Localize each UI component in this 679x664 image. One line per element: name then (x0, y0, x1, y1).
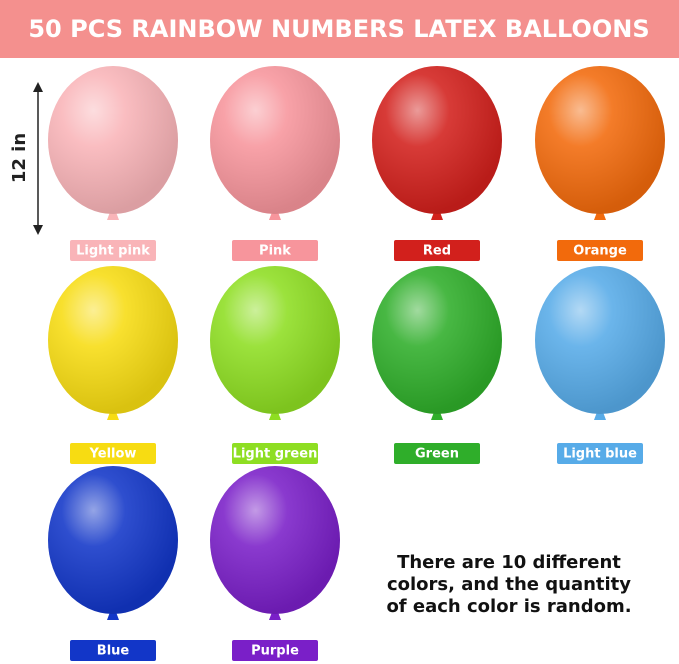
balloon (210, 266, 340, 420)
balloon-shine (210, 266, 340, 414)
balloon-knot (594, 412, 606, 420)
balloon (48, 466, 178, 620)
label-box (394, 443, 480, 464)
balloon-shine (210, 66, 340, 214)
size-label: 12 in (9, 133, 30, 183)
balloon-knot (594, 212, 606, 220)
balloon (210, 466, 340, 620)
balloon-label: Light green (233, 447, 318, 462)
label-box (70, 640, 156, 661)
balloon-label: Orange (573, 244, 627, 259)
balloon-knot (269, 212, 281, 220)
balloon-shine (48, 466, 178, 614)
note-line: There are 10 different (397, 552, 621, 573)
label-box (70, 240, 156, 261)
balloon (48, 266, 178, 420)
note-line: of each color is random. (386, 596, 631, 617)
balloon-shine (48, 66, 178, 214)
title: 50 PCS RAINBOW NUMBERS LATEX BALLOONS (28, 15, 649, 43)
balloon-label: Light pink (76, 244, 150, 259)
balloon (372, 266, 502, 420)
label-box (394, 240, 480, 261)
balloon-shine (372, 266, 502, 414)
balloon-label: Light blue (563, 447, 637, 462)
balloon-label: Green (415, 447, 459, 462)
balloon-shine (535, 266, 665, 414)
note-line: colors, and the quantity (387, 574, 631, 595)
balloon-knot (107, 212, 119, 220)
balloon-shine (535, 66, 665, 214)
label-box (232, 443, 318, 464)
balloon-knot (269, 412, 281, 420)
balloon-knot (107, 412, 119, 420)
balloon-knot (431, 212, 443, 220)
balloon-label: Red (423, 244, 451, 259)
balloon-shine (48, 266, 178, 414)
balloon-label: Yellow (89, 447, 137, 462)
label-box (70, 443, 156, 464)
balloon (210, 66, 340, 220)
balloon (48, 66, 178, 220)
balloon (535, 266, 665, 420)
balloon-knot (269, 612, 281, 620)
label-box (232, 240, 318, 261)
balloon-label: Pink (259, 244, 291, 259)
balloon-shine (372, 66, 502, 214)
label-box (557, 240, 643, 261)
header-band (0, 0, 679, 58)
balloon-label: Purple (251, 644, 299, 659)
balloon (535, 66, 665, 220)
balloon-knot (431, 412, 443, 420)
balloon-knot (107, 612, 119, 620)
label-box (557, 443, 643, 464)
balloon-shine (210, 466, 340, 614)
balloon-label: Blue (97, 644, 130, 659)
label-box (232, 640, 318, 661)
balloon (372, 66, 502, 220)
